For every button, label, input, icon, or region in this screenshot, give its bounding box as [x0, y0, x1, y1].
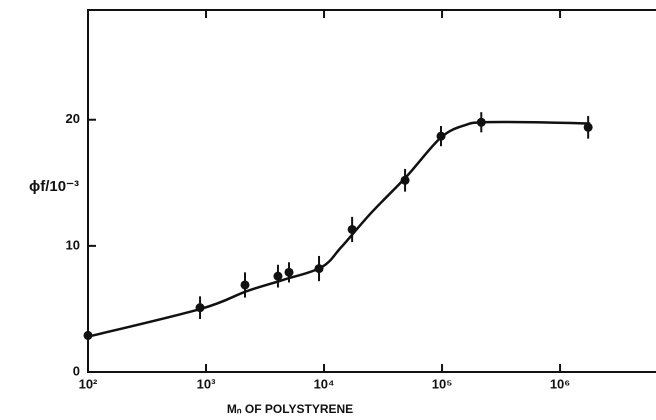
- y-axis-title: ϕf/10⁻³: [29, 178, 79, 195]
- x-tick-label: 10⁶: [550, 376, 570, 391]
- axis-frame: [87, 9, 656, 373]
- x-tick-label: 10²: [79, 376, 98, 391]
- fit-curve: [87, 120, 591, 338]
- data-point: [284, 267, 294, 277]
- data-point: [240, 280, 250, 290]
- y-tick-label: 0: [73, 363, 80, 378]
- data-point: [273, 271, 283, 281]
- x-tick-label: 10⁵: [432, 376, 453, 391]
- y-tick-label: 20: [66, 111, 80, 126]
- x-axis-title: Mₙ OF POLYSTYRENE: [227, 402, 353, 416]
- x-tick-label: 10⁴: [314, 376, 335, 391]
- data-point: [400, 175, 410, 185]
- data-point: [583, 122, 593, 132]
- y-tick-label: 10: [66, 237, 80, 252]
- x-tick-label: 10³: [197, 376, 216, 391]
